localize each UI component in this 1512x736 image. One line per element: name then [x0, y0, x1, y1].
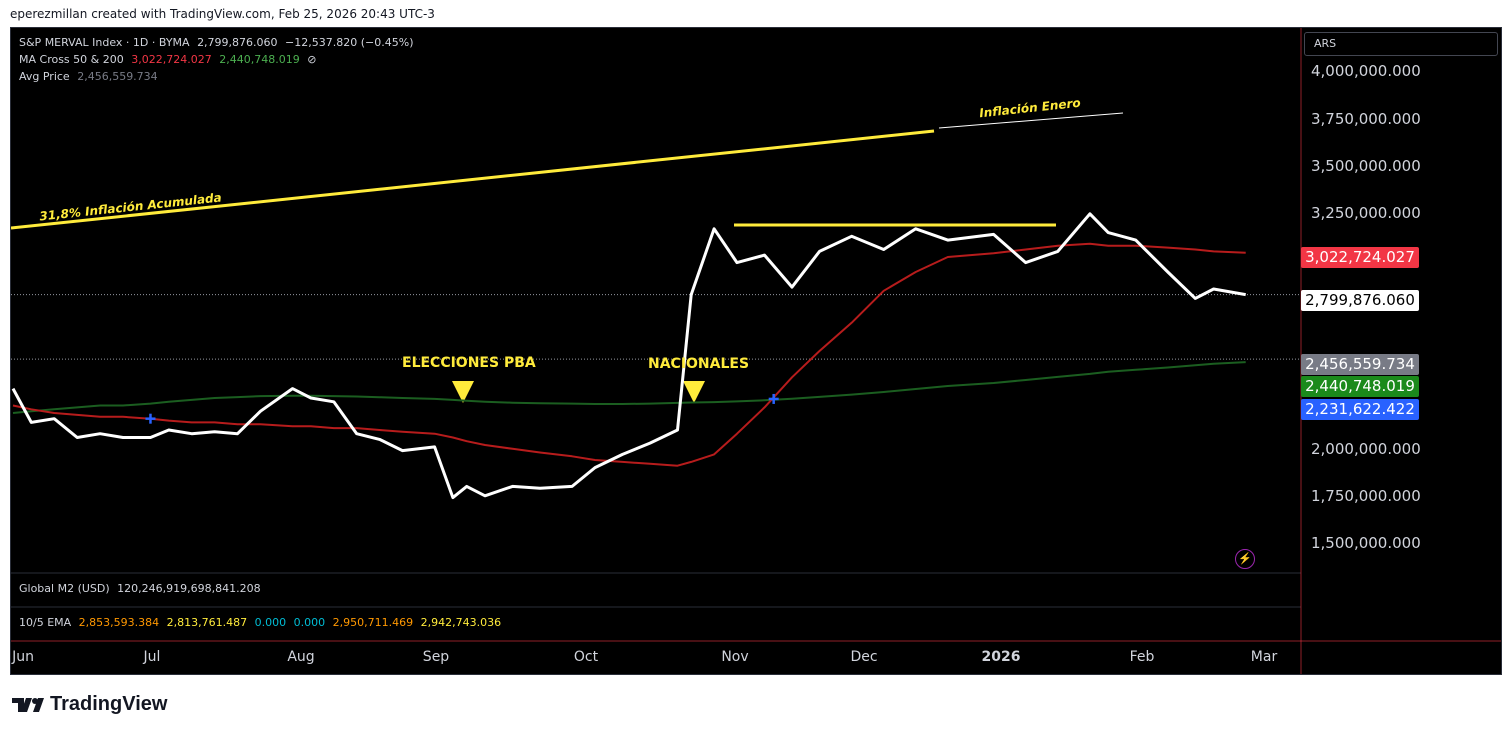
- legend-ma50: 3,022,724.027: [131, 53, 212, 66]
- currency-selector[interactable]: ARS: [1304, 32, 1498, 56]
- legend-symbol: S&P MERVAL Index · 1D · BYMA: [19, 36, 190, 49]
- tradingview-logo[interactable]: TradingView: [12, 693, 167, 716]
- annotation-elecciones-pba[interactable]: ELECCIONES PBA: [402, 355, 536, 371]
- annotation-nacionales[interactable]: NACIONALES: [648, 356, 750, 372]
- time-tick: Aug: [287, 649, 315, 665]
- alert-bolt-icon[interactable]: ⚡: [1235, 549, 1255, 569]
- price-tick: 4,000,000.000: [1311, 62, 1421, 80]
- event-arrow-icon: [452, 381, 474, 403]
- ma50-line: [12, 242, 1246, 467]
- legend-avg-label: Avg Price: [19, 70, 70, 83]
- price-line: [11, 212, 1246, 500]
- inflation-trendline: [11, 129, 935, 230]
- ema-value: 0.000: [293, 616, 326, 629]
- ema-value: 2,942,743.036: [420, 616, 502, 629]
- inflation-enero-line: [938, 112, 1124, 129]
- legend-ema-row[interactable]: 10/5 EMA 2,853,593.384 2,813,761.487 0.0…: [19, 616, 505, 629]
- legend-avg-row[interactable]: Avg Price 2,456,559.734: [19, 70, 162, 83]
- legend-m2-value: 120,246,919,698,841.208: [117, 582, 261, 595]
- ema-value: 2,813,761.487: [166, 616, 248, 629]
- ma200-line: [12, 361, 1246, 414]
- legend-ema-label: 10/5 EMA: [19, 616, 72, 629]
- chart-attribution: eperezmillan created with TradingView.co…: [10, 7, 435, 21]
- time-tick: Jun: [12, 649, 34, 665]
- legend-avg-value: 2,456,559.734: [77, 70, 158, 83]
- ema-value: 2,853,593.384: [78, 616, 160, 629]
- price-tag-last: 2,799,876.060: [1301, 290, 1419, 311]
- price-tag-ma50: 3,022,724.027: [1301, 247, 1419, 268]
- ema-value: 0.000: [254, 616, 287, 629]
- chart-frame[interactable]: S&P MERVAL Index · 1D · BYMA 2,799,876.0…: [10, 27, 1502, 675]
- time-tick: Nov: [721, 649, 749, 665]
- legend-ma-row[interactable]: MA Cross 50 & 200 3,022,724.027 2,440,74…: [19, 53, 320, 66]
- event-arrow-icon: [683, 381, 705, 403]
- time-tick: 2026: [981, 649, 1021, 665]
- legend-ma200: 2,440,748.019: [219, 53, 300, 66]
- tradingview-wordmark: TradingView: [50, 693, 168, 715]
- price-tick: 2,000,000.000: [1311, 440, 1421, 458]
- price-tick: 3,500,000.000: [1311, 157, 1421, 175]
- price-tag-crosshair: 2,231,622.422: [1301, 399, 1419, 420]
- legend-last: 2,799,876.060: [197, 36, 278, 49]
- legend-ma-label: MA Cross 50 & 200: [19, 53, 124, 66]
- price-tag-ma200: 2,440,748.019: [1301, 376, 1419, 397]
- price-tick: 1,500,000.000: [1311, 534, 1421, 552]
- tradingview-logo-icon: [12, 697, 44, 712]
- price-tick: 3,250,000.000: [1311, 204, 1421, 222]
- legend-change: −12,537.820 (−0.45%): [285, 36, 414, 49]
- time-tick: Sep: [422, 649, 450, 665]
- time-tick: Oct: [573, 649, 599, 665]
- legend-m2-row[interactable]: Global M2 (USD) 120,246,919,698,841.208: [19, 582, 265, 595]
- ema-value: 2,950,711.469: [332, 616, 414, 629]
- price-tick: 1,750,000.000: [1311, 487, 1421, 505]
- time-tick: Dec: [850, 649, 878, 665]
- time-tick: Jul: [143, 649, 161, 665]
- hidden-icon[interactable]: ⊘: [307, 53, 317, 66]
- time-tick: Mar: [1250, 649, 1278, 665]
- price-tag-avg: 2,456,559.734: [1301, 354, 1419, 375]
- time-tick: Feb: [1129, 649, 1155, 665]
- price-tick: 3,750,000.000: [1311, 110, 1421, 128]
- legend-symbol-row[interactable]: S&P MERVAL Index · 1D · BYMA 2,799,876.0…: [19, 36, 418, 49]
- chart-canvas[interactable]: [11, 28, 1502, 675]
- legend-m2-label: Global M2 (USD): [19, 582, 110, 595]
